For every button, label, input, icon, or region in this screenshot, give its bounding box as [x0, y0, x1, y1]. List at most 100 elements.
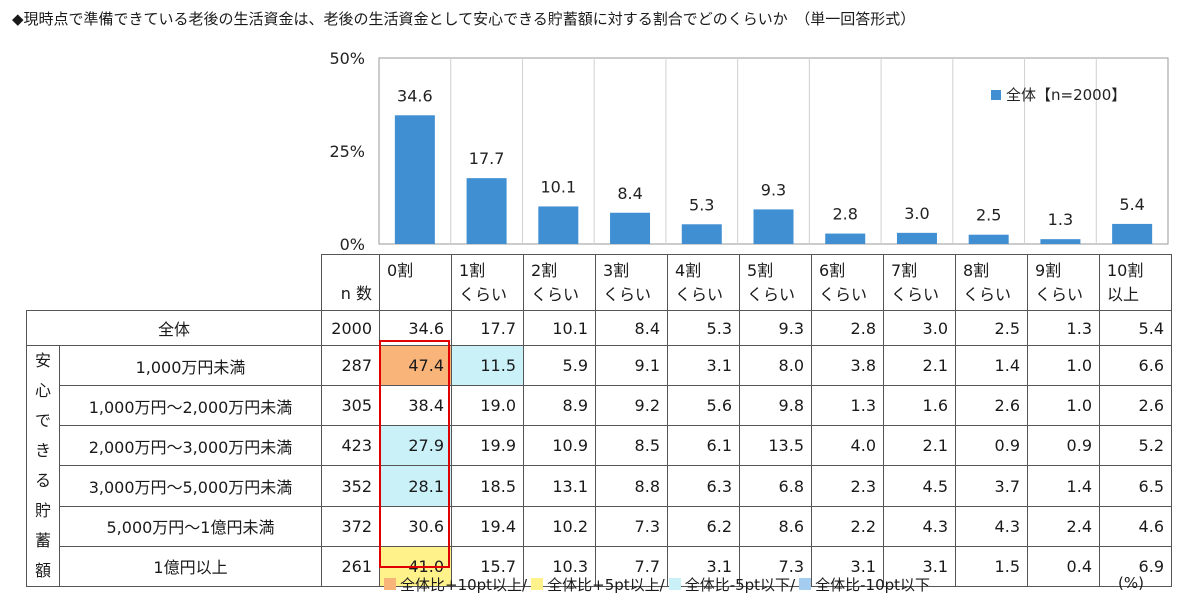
legend-item: 全体比+10pt以上/: [384, 574, 527, 595]
legend-swatch: [384, 578, 396, 590]
value-cell: 4.3: [883, 505, 956, 547]
table-row: 3,000万円～5,000万円未満 352 28.1 18.5 13.1 8.8 6.3 6.…: [27, 465, 1172, 507]
category-header: 10割 以上: [1099, 254, 1172, 311]
value-cell: 9.1: [595, 344, 668, 387]
value-cell: 34.6: [379, 310, 452, 346]
value-cell: 2.6: [955, 385, 1028, 427]
category-header: 5割 くらい: [739, 254, 812, 311]
value-cell: 1.3: [1027, 310, 1100, 346]
bar: [825, 233, 866, 244]
value-cell: 2.3: [811, 465, 884, 507]
legend-label: 全体【n=2000】: [1006, 86, 1126, 104]
value-cell: 8.8: [595, 465, 668, 507]
value-cell: 8.4: [595, 310, 668, 346]
bar-value-label: 2.5: [976, 206, 1001, 225]
bar: [394, 115, 435, 245]
category-header: 6割 くらい: [811, 254, 884, 311]
legend-label: 全体比-10pt以下: [815, 576, 931, 594]
value-cell: 3.1: [667, 344, 740, 387]
bar-value-label: 5.3: [689, 195, 714, 214]
value-cell: 13.1: [523, 465, 596, 507]
value-cell: 9.3: [739, 310, 812, 346]
value-cell: 8.0: [739, 344, 812, 387]
bar-value-label: 3.0: [904, 204, 929, 223]
value-cell: 4.0: [811, 425, 884, 467]
category-header: 8割 くらい: [955, 254, 1028, 311]
table-row: 2,000万円～3,000万円未満 423 27.9 19.9 10.9 8.5 6.1 13…: [27, 425, 1172, 467]
bar-value-label: 9.3: [761, 180, 786, 199]
value-cell: 5.9: [523, 344, 596, 387]
value-cell: 13.5: [739, 425, 812, 467]
n-cell: 261: [321, 545, 380, 588]
bar: [610, 212, 651, 244]
bar: [968, 234, 1009, 244]
bar: [538, 206, 579, 244]
value-cell: 9.8: [739, 385, 812, 427]
value-cell: 10.1: [523, 310, 596, 346]
value-cell: 1.4: [955, 344, 1028, 387]
bar-value-label: 10.1: [541, 177, 577, 196]
value-cell: 7.3: [595, 505, 668, 547]
category-header: 4割 くらい: [667, 254, 740, 311]
bar: [753, 209, 794, 244]
value-cell: 1.3: [811, 385, 884, 427]
table-row: 1億円以上 261 41.0 15.7 10.3 7.7 3.1 7.3 3.1 3.1 1.5 0.…: [27, 545, 1172, 588]
category-header: 2割 くらい: [523, 254, 596, 311]
value-cell: 3.0: [883, 310, 956, 346]
table-corner: [26, 254, 322, 311]
bar: [896, 232, 937, 244]
category-header: 0割: [379, 254, 452, 311]
value-cell: 47.4: [379, 344, 452, 387]
category-header: 7割 くらい: [883, 254, 956, 311]
data-table: n 数 0割 1割 くらい 2割 くらい 3割 くらい 4割 くらい 5割 くらい 6割 くらい 7割 くらい…: [26, 254, 1172, 588]
category-header: 3割 くらい: [595, 254, 668, 311]
value-cell: 6.8: [739, 465, 812, 507]
legend-swatch: [668, 578, 681, 590]
bar-value-label: 1.3: [1048, 210, 1073, 229]
value-cell: 5.6: [667, 385, 740, 427]
value-cell: 1.4: [1027, 465, 1100, 507]
value-cell: 18.5: [451, 465, 524, 507]
value-cell: 11.5: [451, 344, 524, 387]
row-label: 1,000万円未満: [59, 344, 322, 387]
value-cell: 0.9: [1027, 425, 1100, 467]
value-cell: 5.2: [1099, 425, 1172, 467]
value-cell: 3.1: [883, 545, 956, 588]
row-label: 3,000万円～5,000万円未満: [59, 465, 322, 507]
table-header-row: n 数 0割 1割 くらい 2割 くらい 3割 くらい 4割 くらい 5割 くらい 6割 くらい 7割 くらい…: [26, 254, 1172, 311]
bar-value-label: 5.4: [1119, 195, 1144, 214]
value-cell: 19.0: [451, 385, 524, 427]
value-cell: 8.6: [739, 505, 812, 547]
value-cell: 3.8: [811, 344, 884, 387]
legend-swatch: [531, 578, 544, 590]
bar-value-label: 8.4: [617, 184, 642, 203]
y-tick-label: 0%: [340, 235, 365, 254]
value-cell: 5.4: [1099, 310, 1172, 346]
legend-swatch: [799, 578, 812, 590]
legend-label: 全体比+10pt以上/: [400, 576, 528, 594]
value-cell: 6.1: [667, 425, 740, 467]
y-tick-label: 25%: [329, 142, 365, 161]
value-cell: 10.9: [523, 425, 596, 467]
value-cell: 2.6: [1099, 385, 1172, 427]
n-header: n 数: [321, 254, 380, 311]
value-cell: 1.0: [1027, 385, 1100, 427]
n-cell: 352: [321, 465, 380, 507]
row-label: 2,000万円～3,000万円未満: [59, 425, 322, 467]
value-cell: 0.9: [955, 425, 1028, 467]
value-cell: 38.4: [379, 385, 452, 427]
legend-label: 全体比+5pt以上/: [547, 576, 665, 594]
n-cell: 2000: [321, 310, 380, 346]
value-cell: 27.9: [379, 425, 452, 467]
chart-title: ◆現時点で準備できている老後の生活資金は、老後の生活資金として安心できる貯蓄額に…: [12, 10, 916, 28]
value-cell: 3.1: [811, 545, 884, 588]
bar: [466, 178, 507, 244]
row-label: 1億円以上: [59, 545, 322, 588]
value-cell: 7.7: [595, 545, 668, 588]
value-cell: 2.1: [883, 425, 956, 467]
table-row: 全体 2000 34.6 17.7 10.1 8.4 5.3 9.3 2.8 3.0 2.5 1.3 5…: [26, 310, 1172, 346]
value-cell: 5.3: [667, 310, 740, 346]
value-cell: 6.6: [1099, 344, 1172, 387]
n-cell: 372: [321, 505, 380, 547]
value-cell: 15.7: [451, 545, 524, 588]
